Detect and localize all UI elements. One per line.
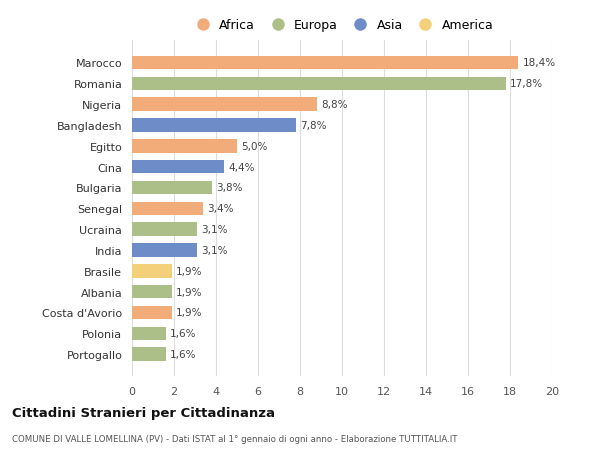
Text: 8,8%: 8,8%: [321, 100, 347, 110]
Bar: [132, 306, 172, 319]
Bar: [132, 347, 166, 361]
Text: 1,9%: 1,9%: [176, 266, 203, 276]
Text: 1,6%: 1,6%: [170, 349, 196, 359]
Bar: [132, 161, 224, 174]
Text: 1,6%: 1,6%: [170, 329, 196, 339]
Text: 3,8%: 3,8%: [216, 183, 242, 193]
Text: 5,0%: 5,0%: [241, 141, 268, 151]
Text: 4,4%: 4,4%: [229, 162, 255, 172]
Bar: [132, 285, 172, 299]
Bar: [132, 98, 317, 112]
Text: 17,8%: 17,8%: [510, 79, 543, 89]
Bar: [132, 264, 172, 278]
Bar: [132, 327, 166, 341]
Bar: [132, 181, 212, 195]
Text: COMUNE DI VALLE LOMELLINA (PV) - Dati ISTAT al 1° gennaio di ogni anno - Elabora: COMUNE DI VALLE LOMELLINA (PV) - Dati IS…: [12, 434, 458, 443]
Text: 1,9%: 1,9%: [176, 287, 203, 297]
Bar: [132, 202, 203, 216]
Text: 3,4%: 3,4%: [208, 204, 234, 214]
Text: 3,1%: 3,1%: [202, 224, 228, 235]
Text: 3,1%: 3,1%: [202, 246, 228, 255]
Text: 1,9%: 1,9%: [176, 308, 203, 318]
Text: Cittadini Stranieri per Cittadinanza: Cittadini Stranieri per Cittadinanza: [12, 406, 275, 419]
Bar: [132, 244, 197, 257]
Bar: [132, 223, 197, 236]
Bar: [132, 140, 237, 153]
Text: 18,4%: 18,4%: [523, 58, 556, 68]
Bar: [132, 56, 518, 70]
Bar: [132, 119, 296, 133]
Legend: Africa, Europa, Asia, America: Africa, Europa, Asia, America: [185, 14, 499, 37]
Bar: [132, 77, 506, 91]
Text: 7,8%: 7,8%: [300, 121, 326, 131]
